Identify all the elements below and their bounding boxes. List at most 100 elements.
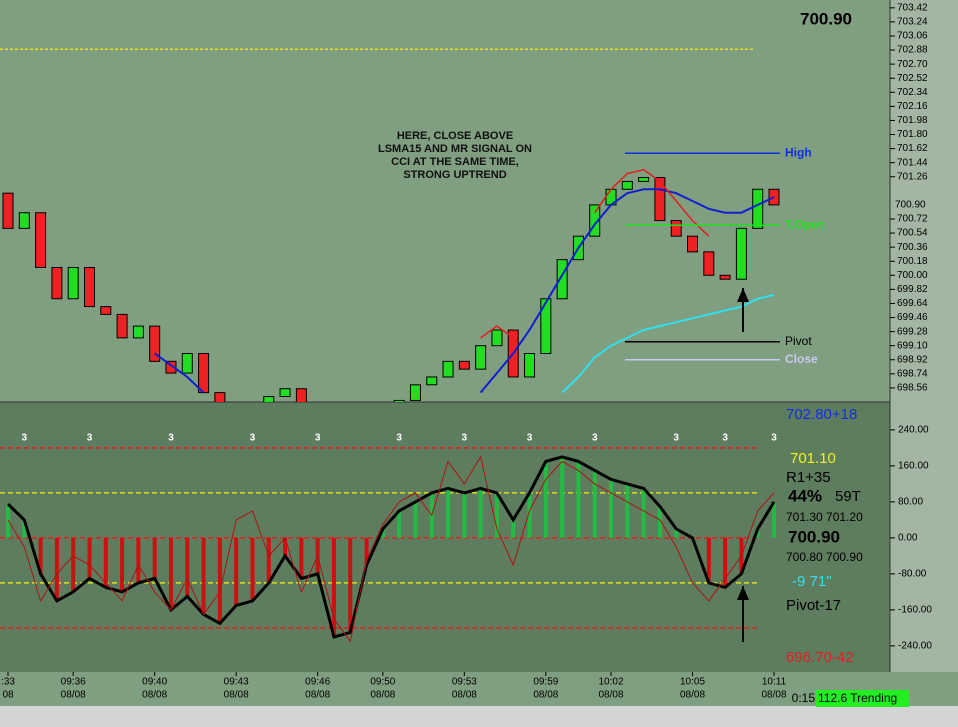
cci-bar <box>478 488 483 538</box>
candle-body <box>426 376 438 386</box>
cci-info: 702.80+18 701.10 R1+35 44% 59T 701.30 70… <box>786 406 863 666</box>
x-tick-label: :33 <box>1 677 15 688</box>
level-label: T.Open <box>785 217 825 231</box>
y-tick-label: 701.62 <box>897 143 928 154</box>
info-r1-price: 701.10 <box>790 450 836 467</box>
x-tick-label: 09:46 <box>305 677 330 688</box>
arrow-head <box>737 288 749 302</box>
y-tick-label: 699.46 <box>897 312 928 323</box>
x-date-label: 08 <box>2 690 14 701</box>
y-tick-label: 699.28 <box>897 326 928 337</box>
candle-body <box>132 325 144 339</box>
series-line <box>154 188 775 394</box>
cci-bar <box>54 537 59 601</box>
y-tick-label: 699.64 <box>897 298 928 309</box>
cci-bar <box>299 537 304 579</box>
annotation: HERE, CLOSE ABOVE LSMA15 AND MR SIGNAL O… <box>378 130 532 181</box>
x-date-label: 08/08 <box>142 690 167 701</box>
y-tick-label: 698.74 <box>897 368 928 379</box>
cci-bar <box>609 479 614 538</box>
cci-bar <box>266 537 271 583</box>
y-tick-label: 702.88 <box>897 45 928 56</box>
x-tick-label: 10:05 <box>680 677 705 688</box>
y-tick-label: 702.70 <box>897 59 928 70</box>
cci-bar <box>723 537 728 588</box>
cci-bar <box>152 537 157 579</box>
level-label: Pivot <box>785 334 812 348</box>
x-date-label: 08/08 <box>224 690 249 701</box>
cci-bar <box>201 537 206 615</box>
signal-label: 3 <box>527 433 533 444</box>
candle-body <box>491 329 503 347</box>
y-tick-label: 0.00 <box>898 533 918 544</box>
y-tick-label: 701.44 <box>897 157 928 168</box>
cci-bar <box>136 537 141 583</box>
annotation-line: CCI AT THE SAME TIME, <box>391 156 519 168</box>
series-line <box>480 168 710 339</box>
candle-body <box>540 298 552 355</box>
info-r1: R1+35 <box>786 469 831 486</box>
info-support: 696.70-42 <box>786 649 854 666</box>
info-ticks: 59T <box>835 488 861 505</box>
signal-label: 3 <box>771 433 777 444</box>
cci-bar <box>71 537 76 592</box>
candle-body <box>165 360 177 374</box>
y-tick-label: 699.10 <box>897 340 928 351</box>
candle-body <box>475 345 487 370</box>
signal-label: 3 <box>87 433 93 444</box>
price-panel <box>0 0 890 402</box>
level-label: Close <box>785 352 818 366</box>
candle-body <box>51 266 63 300</box>
signal-label: 3 <box>462 433 468 444</box>
y-tick-label: 703.42 <box>897 2 928 13</box>
series-line <box>7 455 775 643</box>
arrow-head <box>737 586 749 600</box>
y-tick-label: -80.00 <box>898 569 927 580</box>
x-date-label: 08/08 <box>599 690 624 701</box>
cci-bar <box>755 528 760 538</box>
cci-panel <box>0 402 890 672</box>
signal-label: 3 <box>250 433 256 444</box>
cci-bar <box>283 537 288 556</box>
cci-bar <box>185 537 190 597</box>
y-tick-label: 701.98 <box>897 115 928 126</box>
candle-body <box>279 388 291 398</box>
candle-body <box>524 353 536 378</box>
candle-body <box>442 360 454 378</box>
cci-bar <box>625 483 630 538</box>
x-tick-label: 09:43 <box>224 677 249 688</box>
y-tick-label: 700.54 <box>897 228 928 239</box>
cci-plot <box>0 447 776 643</box>
cci-bar <box>446 488 451 538</box>
cci-bar <box>87 537 92 579</box>
x-date-label: 08/08 <box>761 690 786 701</box>
candle-body <box>458 360 470 370</box>
cci-bar <box>331 537 336 637</box>
signal-label: 3 <box>22 433 28 444</box>
cci-bar <box>250 537 255 601</box>
cci-bar <box>364 537 369 565</box>
status-timer: 0:15 <box>792 691 816 705</box>
x-tick-label: 10:11 <box>762 677 787 688</box>
series-line <box>561 293 775 394</box>
x-tick-label: 09:50 <box>370 677 395 688</box>
cci-bar <box>22 519 27 538</box>
candle-body <box>149 325 161 362</box>
signal-label: 3 <box>396 433 402 444</box>
y-tick-label: 703.24 <box>897 17 928 28</box>
cci-bar <box>641 488 646 538</box>
cci-bar <box>103 537 108 588</box>
candle-body <box>638 177 650 182</box>
cci-bar <box>576 461 581 538</box>
candle-body <box>295 388 307 402</box>
info-last: 700.90 <box>788 527 840 546</box>
candle-body <box>654 177 666 222</box>
candle-body <box>100 306 112 315</box>
cci-bar <box>397 510 402 538</box>
cci-bar <box>380 528 385 538</box>
candle-body <box>703 251 715 276</box>
y-tick-label: 700.72 <box>897 214 928 225</box>
x-tick-label: 10:02 <box>599 677 624 688</box>
